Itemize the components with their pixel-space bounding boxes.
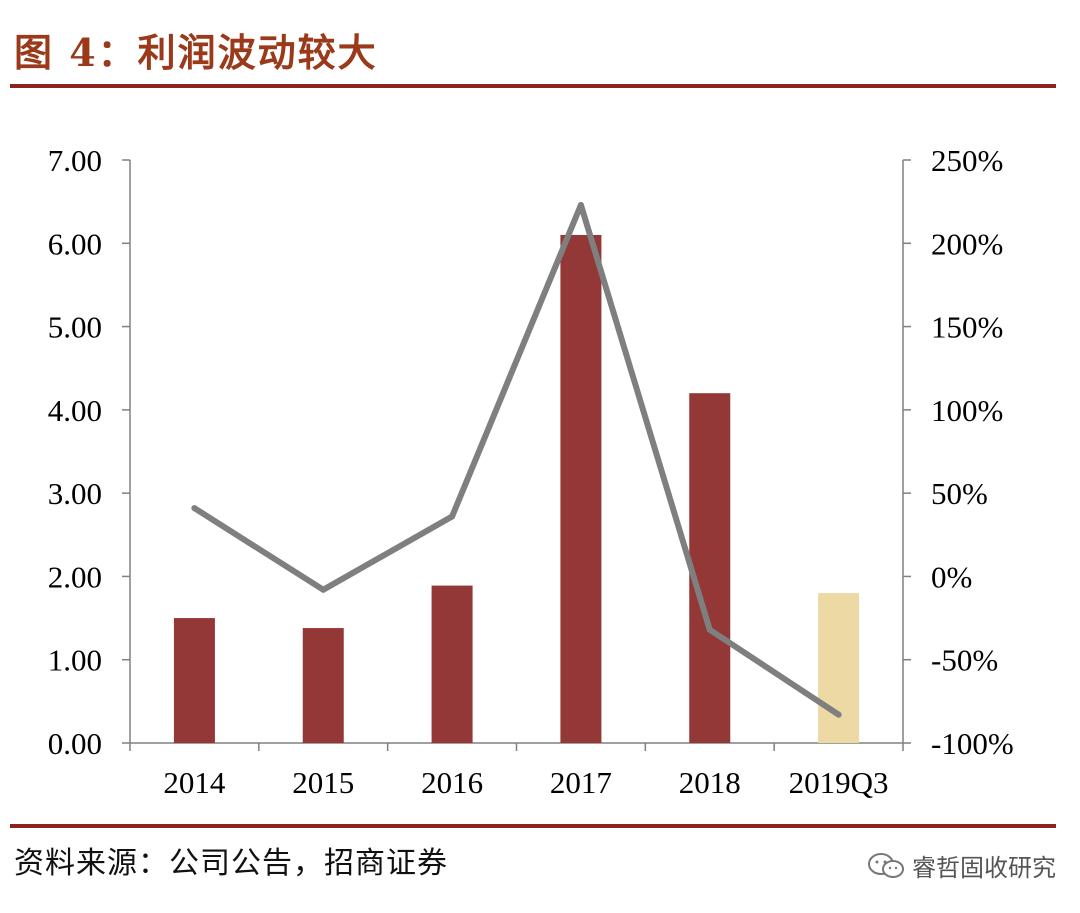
y-left-tick-label: 4.00	[48, 393, 102, 428]
bar	[560, 234, 602, 743]
x-tick-label: 2014	[163, 765, 226, 800]
y-right-tick-label: 100%	[931, 393, 1003, 428]
y-left-tick-label: 0.00	[48, 726, 102, 761]
bar	[302, 628, 344, 743]
wechat-icon	[868, 852, 904, 878]
line-point	[577, 201, 584, 208]
y-left-tick-label: 5.00	[48, 310, 102, 345]
x-tick-label: 2015	[292, 765, 354, 800]
top-rule	[10, 84, 1056, 88]
bottom-rule	[10, 824, 1056, 828]
y-left-tick-label: 1.00	[48, 643, 102, 678]
bar	[173, 618, 215, 743]
watermark: 睿哲固收研究	[866, 848, 1056, 883]
y-right-tick-label: 200%	[931, 226, 1003, 261]
source-note: 资料来源：公司公告，招商证券	[14, 846, 448, 881]
bar	[818, 593, 860, 743]
line-point	[449, 513, 456, 520]
line-point	[191, 505, 198, 512]
line-point	[706, 626, 713, 633]
line-point	[835, 711, 842, 718]
y-right-tick-label: -100%	[931, 726, 1014, 761]
y-left-tick-label: 2.00	[48, 559, 102, 594]
x-tick-label: 2019Q3	[789, 765, 889, 800]
y-right-tick-label: -50%	[931, 643, 998, 678]
y-right-tick-label: 50%	[931, 476, 988, 511]
y-left-tick-label: 6.00	[48, 226, 102, 261]
x-tick-label: 2018	[679, 765, 741, 800]
chart-title: 图 4：利润波动较大	[14, 30, 378, 75]
y-right-tick-label: 250%	[931, 143, 1003, 178]
bar	[689, 393, 731, 743]
y-right-tick-label: 150%	[931, 310, 1003, 345]
x-tick-label: 2016	[421, 765, 483, 800]
y-left-tick-label: 7.00	[48, 143, 102, 178]
y-right-tick-label: 0%	[931, 559, 972, 594]
x-tick-label: 2017	[550, 765, 612, 800]
y-left-tick-label: 3.00	[48, 476, 102, 511]
bar	[431, 585, 473, 743]
watermark-text: 睿哲固收研究	[912, 854, 1056, 882]
growth-line	[191, 201, 842, 718]
line-point	[320, 586, 327, 593]
